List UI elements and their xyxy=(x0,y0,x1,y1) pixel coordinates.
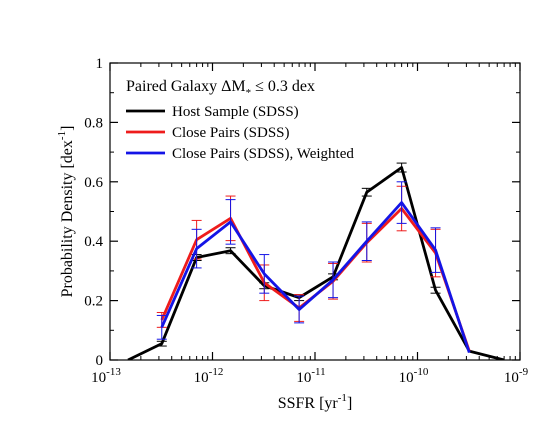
y-tick-label: 0.6 xyxy=(84,175,103,191)
series-0 xyxy=(127,162,505,360)
labels-layer: SSFR [yr-1] Probability Density [dex-1] … xyxy=(56,78,352,412)
x-tick-exp: -10 xyxy=(414,366,429,378)
x-axis-title-main: SSFR [yr xyxy=(278,395,339,412)
error-bar xyxy=(156,314,167,340)
y-axis-title-main: Probability Density [dex xyxy=(59,140,76,297)
series-1 xyxy=(156,185,471,352)
x-tick-exp: -12 xyxy=(209,366,224,378)
x-tick-label: 10-10 xyxy=(399,366,429,386)
series-layer xyxy=(127,162,505,360)
x-tick-label: 10-13 xyxy=(91,366,121,386)
x-tick-base: 10 xyxy=(91,370,106,386)
x-tick-base: 10 xyxy=(504,370,519,386)
x-axis-title-sup: -1 xyxy=(338,392,347,404)
series-line xyxy=(127,166,505,360)
series-2 xyxy=(156,181,471,354)
y-tick-label: 0 xyxy=(96,353,104,369)
x-tick-label: 10-12 xyxy=(194,366,224,386)
series-line xyxy=(160,201,471,354)
annotation-subscript: * xyxy=(246,87,252,99)
y-axis-title-sup: -1 xyxy=(56,131,68,140)
legend-item: Close Pairs (SDSS) xyxy=(126,125,290,141)
legend-label: Host Sample (SDSS) xyxy=(172,104,299,120)
x-tick-base: 10 xyxy=(194,370,209,386)
series-line xyxy=(160,207,471,352)
legend: Host Sample (SDSS) Close Pairs (SDSS) Clos… xyxy=(126,104,354,162)
y-tick-label: 0.8 xyxy=(84,115,103,131)
x-tick-base: 10 xyxy=(399,370,414,386)
x-tick-exp: -9 xyxy=(519,366,529,378)
x-tick-exp: -11 xyxy=(311,366,325,378)
annotation-text-before: Paired Galaxy ΔM xyxy=(126,78,246,95)
annotation-text-after: ≤ 0.3 dex xyxy=(251,78,315,95)
x-tick-base: 10 xyxy=(296,370,311,386)
legend-item: Host Sample (SDSS) xyxy=(126,104,299,120)
x-tick-exp: -13 xyxy=(106,366,121,378)
x-axis-title: SSFR [yr-1] xyxy=(278,392,353,412)
legend-label: Close Pairs (SDSS), Weighted xyxy=(172,146,354,162)
x-axis-title-end: ] xyxy=(347,395,352,412)
x-tick-label: 10-9 xyxy=(504,366,529,386)
annotation: Paired Galaxy ΔM* ≤ 0.3 dex xyxy=(126,78,315,99)
y-tick-label: 1 xyxy=(96,56,104,72)
x-tick-label: 10-11 xyxy=(296,366,325,386)
y-tick-label: 0.2 xyxy=(84,294,103,310)
y-axis-title-end: ] xyxy=(59,126,76,131)
y-tick-label: 0.4 xyxy=(84,234,103,250)
legend-item: Close Pairs (SDSS), Weighted xyxy=(126,146,354,162)
legend-label: Close Pairs (SDSS) xyxy=(172,125,290,141)
y-axis-title: Probability Density [dex-1] xyxy=(56,126,76,298)
